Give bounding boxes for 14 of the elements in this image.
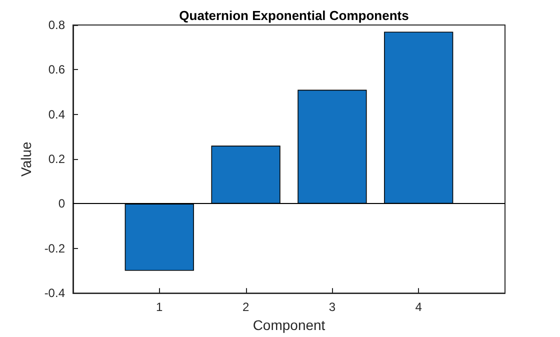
x-tick-label: 2: [242, 300, 250, 314]
y-tick-label: 0.4: [48, 107, 66, 122]
chart-title: Quaternion Exponential Components: [179, 8, 409, 23]
y-tick-label: -0.2: [44, 241, 66, 256]
x-axis-title: Component: [252, 317, 326, 333]
x-tick-label: 3: [328, 300, 336, 314]
y-tick-label: 0: [58, 196, 66, 211]
y-tick-label: 0.6: [48, 62, 66, 77]
x-tick-label: 1: [156, 300, 164, 314]
y-tick-label: -0.4: [44, 286, 66, 300]
y-tick-label: 0.2: [48, 152, 66, 166]
x-tick-label: 4: [415, 300, 422, 314]
y-axis-title: Value: [18, 141, 34, 176]
y-tick-label: 0.8: [48, 18, 66, 32]
